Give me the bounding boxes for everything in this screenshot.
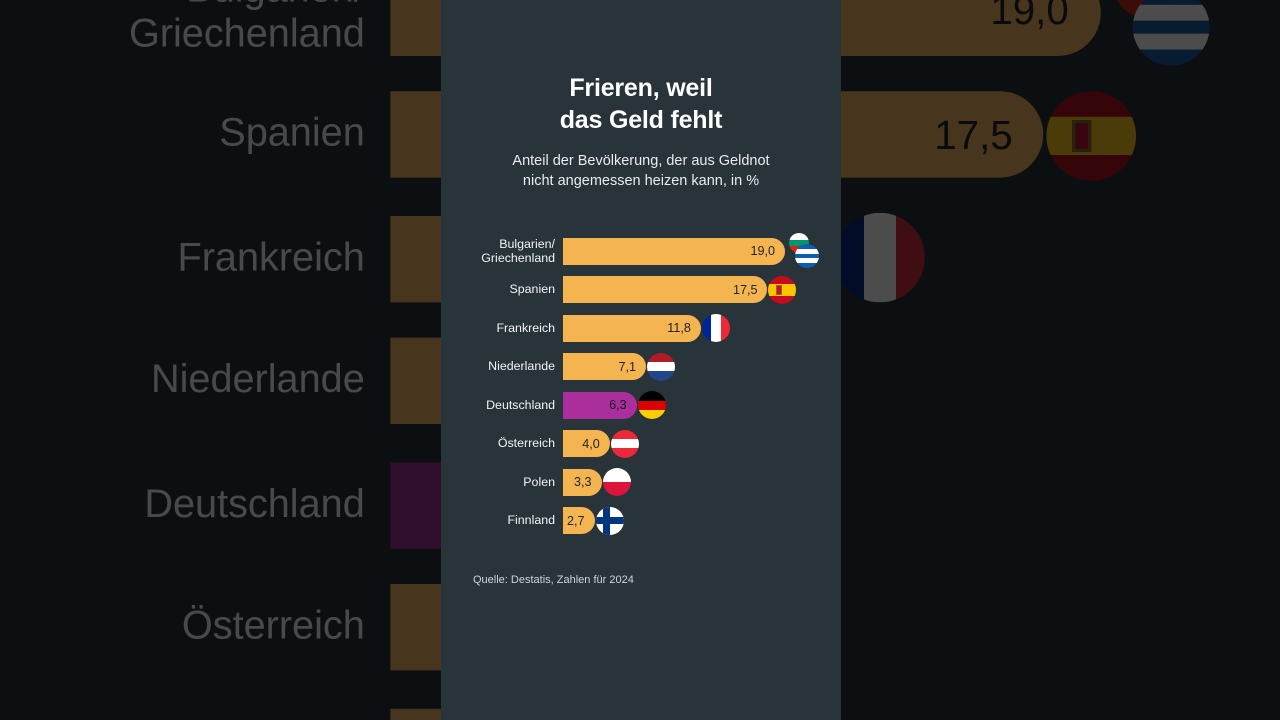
row-label: Polen <box>523 474 555 489</box>
bar: 19,0 <box>563 237 785 265</box>
row-label: Österreich <box>497 436 555 451</box>
chart-row: Niederlande 7,1 <box>441 348 841 387</box>
bar: 3,3 <box>563 468 602 496</box>
bar-value-label: 2,7 <box>567 513 585 528</box>
row-label: Bulgarien/ Griechenland <box>128 0 365 57</box>
bar-wrapper: 17,5 <box>563 271 841 310</box>
bar: 4,0 <box>563 430 610 458</box>
austria-flag-icon <box>610 429 639 458</box>
france-flag-icon <box>834 213 925 304</box>
france-flag-icon <box>701 314 730 343</box>
spain-flag-icon <box>1047 90 1138 180</box>
flag-group <box>646 348 675 387</box>
bar-highlighted: 6,3 <box>563 391 637 419</box>
chart-row: Spanien 17,5 <box>441 271 841 310</box>
row-label: Deutschland <box>486 397 555 412</box>
flag-group <box>602 463 631 502</box>
bar-chart: Bulgarien/ Griechenland 19,0 Spanien 17,5 Fr… <box>441 232 841 540</box>
flag-group <box>1104 0 1213 74</box>
chart-header: Frieren, weil das Geld fehlt Anteil der … <box>441 0 841 191</box>
bar: 11,8 <box>563 314 701 342</box>
title-line-1: Frieren, weil <box>569 74 713 102</box>
bar-value-label: 7,1 <box>618 359 636 374</box>
flag-group <box>834 197 925 320</box>
chart-row: Bulgarien/ Griechenland 19,0 <box>441 232 841 271</box>
bar-value-label: 19,0 <box>750 244 775 259</box>
netherlands-flag-icon <box>646 352 675 381</box>
bar-value-label: 17,5 <box>732 282 758 297</box>
row-label: Frankreich <box>496 320 555 335</box>
chart-row: Finnland 2,7 <box>441 502 841 541</box>
poland-flag-icon <box>602 468 631 497</box>
bar-wrapper: 19,0 <box>563 232 841 271</box>
row-label: Spanien <box>509 282 555 297</box>
germany-flag-icon <box>637 391 666 420</box>
flag-group <box>701 309 730 348</box>
bar-wrapper: 4,0 <box>563 425 841 464</box>
bar-value-label: 19,0 <box>990 0 1069 35</box>
row-label: Bulgarien/ Griechenland <box>481 236 555 266</box>
flag-group <box>786 232 820 271</box>
row-label: Niederlande <box>150 358 365 403</box>
bar: 7,1 <box>563 353 646 381</box>
subtitle-line-1: Anteil der Bevölkerung, der aus Geldnot <box>512 153 770 169</box>
bar-value-label: 6,3 <box>609 398 627 413</box>
chart-row: Frankreich 11,8 <box>441 309 841 348</box>
chart-row: Deutschland 6,3 <box>441 386 841 425</box>
row-label: Spanien <box>219 111 365 157</box>
greece-flag-icon <box>795 244 819 268</box>
title-line-2: das Geld fehlt <box>559 106 723 134</box>
bar: 2,7 <box>563 507 595 535</box>
chart-row: Polen 3,3 <box>441 463 841 502</box>
finland-flag-icon <box>595 506 624 535</box>
row-label: Österreich <box>181 604 365 650</box>
row-label: Finnland <box>507 513 555 528</box>
chart-panel: Frieren, weil das Geld fehlt Anteil der … <box>441 0 841 720</box>
bar-value-label: 4,0 <box>582 436 600 451</box>
flag-group <box>637 386 666 425</box>
chart-row: Österreich 4,0 <box>441 425 841 464</box>
flag-group <box>595 502 624 541</box>
bar-value-label: 17,5 <box>934 112 1013 158</box>
row-label: Niederlande <box>488 359 555 374</box>
page-title: Frieren, weil das Geld fehlt <box>461 72 821 136</box>
bar-value-label: 3,3 <box>574 475 592 490</box>
bar: 17,5 <box>563 276 768 304</box>
source-note: Quelle: Destatis, Zahlen für 2024 <box>473 574 634 586</box>
flag-group <box>768 271 797 310</box>
row-label: Deutschland <box>144 481 365 527</box>
flag-group <box>1047 74 1138 197</box>
bar-wrapper: 6,3 <box>563 386 841 425</box>
subtitle-line-2: nicht angemessen heizen kann, in % <box>522 172 760 189</box>
bar-wrapper: 7,1 <box>563 348 841 387</box>
bar-value-label: 11,8 <box>667 321 691 336</box>
chart-subtitle: Anteil der Bevölkerung, der aus Geldnot … <box>463 152 819 191</box>
row-label: Frankreich <box>177 235 365 280</box>
bar-wrapper: 2,7 <box>563 502 841 541</box>
bar-wrapper: 11,8 <box>563 309 841 348</box>
bar-wrapper: 3,3 <box>563 463 841 502</box>
greece-flag-icon <box>1132 0 1210 66</box>
spain-flag-icon <box>768 275 797 304</box>
flag-group <box>610 425 639 464</box>
